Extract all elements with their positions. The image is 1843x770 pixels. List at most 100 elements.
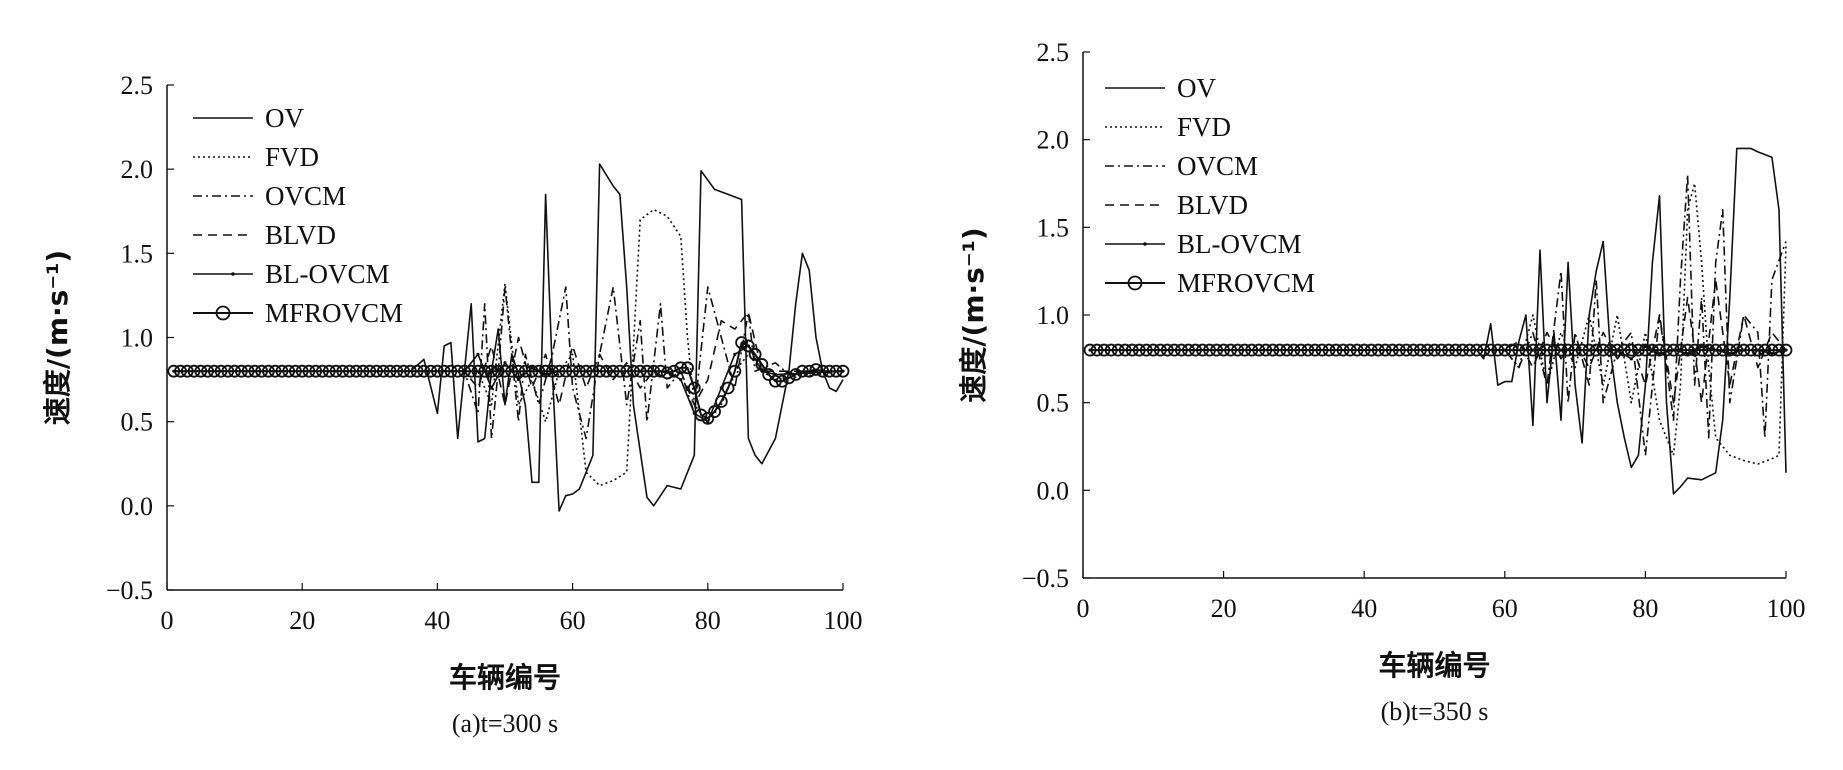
data-point-bl-ovcm [679,377,683,382]
legend-label-mfrovcm: MFROVCM [1177,268,1315,298]
data-point-mfrovcm [491,364,505,378]
data-point-mfrovcm [1407,343,1420,357]
data-point-mfrovcm [336,364,350,378]
data-point-mfrovcm [1139,343,1153,357]
legend-marker-bl-ovcm [1143,242,1147,246]
data-point-mfrovcm [424,364,438,378]
data-point-mfrovcm [1329,343,1343,357]
data-point-mfrovcm [613,364,627,378]
data-point-mfrovcm [627,364,640,378]
data-point-mfrovcm [816,364,830,378]
data-point-mfrovcm [600,364,613,378]
chart-panel-b: −0.5 0.0 0.5 1.0 1.5 2.0 2.5 0 20 40 60 80 100 车辆编号 速度… [957,38,1806,726]
data-point-bl-ovcm [1643,344,1647,349]
data-point-mfrovcm [552,364,566,378]
y-tick-label: 0.5 [1037,389,1070,418]
data-point-mfrovcm [1758,343,1772,357]
x-tick-label: 100 [1767,594,1806,623]
data-point-mfrovcm [1167,343,1181,357]
data-point-mfrovcm [620,364,634,378]
data-point-mfrovcm [289,364,302,378]
data-point-mfrovcm [1371,343,1385,357]
data-point-mfrovcm [1357,343,1371,357]
y-tick-label: 0.0 [121,492,154,521]
data-point-mfrovcm [444,364,458,378]
data-point-mfrovcm [376,364,390,378]
data-point-mfrovcm [701,411,715,425]
y-tick-label: −0.5 [106,576,153,605]
data-point-mfrovcm [1435,343,1448,357]
x-tick-label: 100 [824,606,863,635]
data-point-mfrovcm [1399,343,1413,357]
legend-label-ovcm: OVCM [1177,151,1258,181]
data-point-mfrovcm [1385,343,1399,357]
series-line-blvd [1090,279,1787,404]
data-point-mfrovcm [1477,343,1491,357]
data-point-mfrovcm [302,364,316,378]
data-point-mfrovcm [532,364,546,378]
data-point-mfrovcm [1660,343,1673,357]
data-point-mfrovcm [1203,343,1216,357]
data-point-mfrovcm [559,364,573,378]
y-tick-label: 2.5 [121,71,154,100]
data-point-mfrovcm [1561,343,1575,357]
data-point-mfrovcm [167,364,181,378]
x-tick-label: 80 [1632,594,1658,623]
data-point-mfrovcm [1238,343,1252,357]
data-point-mfrovcm [660,366,674,380]
data-point-mfrovcm [498,364,512,378]
data-point-mfrovcm [1090,343,1104,357]
data-point-mfrovcm [1083,343,1097,357]
data-point-mfrovcm [356,364,370,378]
data-point-mfrovcm [241,364,255,378]
data-point-mfrovcm [586,364,600,378]
data-point-mfrovcm [640,364,654,378]
data-point-mfrovcm [735,336,748,349]
data-point-bl-ovcm [1770,351,1774,356]
data-point-mfrovcm [769,374,782,388]
data-point-mfrovcm [451,364,465,378]
data-point-mfrovcm [1547,343,1561,357]
data-point-mfrovcm [748,347,762,361]
data-point-mfrovcm [674,361,688,375]
data-point-mfrovcm [1442,343,1455,357]
data-point-mfrovcm [545,364,559,378]
y-tick-label: 1.5 [1037,213,1070,242]
legend-marker-bl-ovcm [231,272,235,276]
data-point-mfrovcm [518,364,532,378]
legend-label-ov: OV [265,103,304,133]
data-point-mfrovcm [1273,343,1287,357]
data-point-mfrovcm [1308,343,1322,357]
data-point-mfrovcm [1772,343,1786,357]
data-point-mfrovcm [681,361,694,375]
data-point-mfrovcm [194,364,208,378]
data-point-bl-ovcm [706,420,710,424]
panel-caption: (a)t=300 s [452,709,558,738]
data-point-mfrovcm [471,364,485,378]
x-tick-label: 60 [560,606,586,635]
y-tick-label: 0.5 [121,408,154,437]
data-point-mfrovcm [1526,343,1540,357]
data-point-mfrovcm [1153,343,1167,357]
data-point-mfrovcm [539,364,552,378]
data-point-bl-ovcm [543,372,548,377]
data-point-mfrovcm [1301,343,1315,357]
x-tick-label: 40 [1351,594,1377,623]
data-point-mfrovcm [606,364,620,378]
x-tick-label: 0 [1077,594,1090,623]
data-point-mfrovcm [410,364,424,378]
data-point-mfrovcm [809,363,823,376]
y-tick-label: −0.5 [1022,564,1069,593]
data-point-mfrovcm [755,358,769,371]
data-point-mfrovcm [714,395,728,408]
data-point-mfrovcm [802,364,816,378]
data-point-mfrovcm [1146,343,1160,357]
data-point-mfrovcm [633,364,647,378]
y-axis-title: 速度/(m·s⁻¹) [41,250,74,425]
data-point-mfrovcm [1568,343,1582,357]
data-point-mfrovcm [403,364,417,378]
data-point-mfrovcm [1505,343,1519,357]
legend-label-bl-ovcm: BL-OVCM [1177,229,1302,259]
data-point-mfrovcm [796,364,809,378]
data-point-mfrovcm [255,364,269,378]
